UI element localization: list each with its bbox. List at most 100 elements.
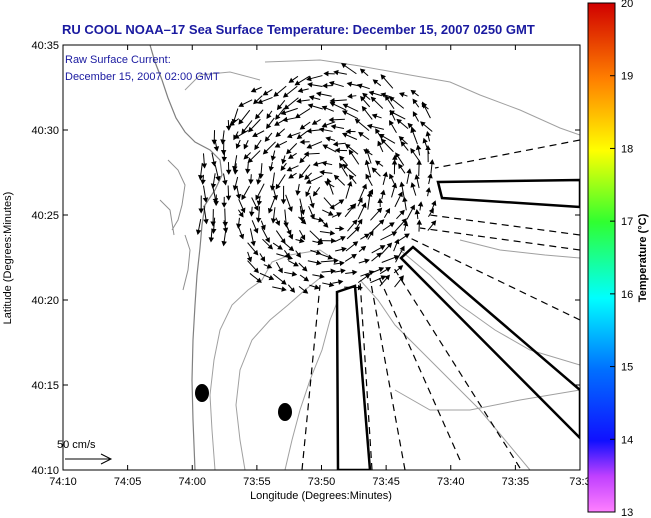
current-vector-head: [416, 159, 422, 165]
y-tick-label: 40:25: [31, 210, 59, 222]
current-vector-head: [309, 213, 315, 220]
current-vector-head: [253, 205, 259, 212]
current-vector-head: [288, 233, 294, 240]
current-vector-head: [400, 141, 406, 147]
y-tick-label: 40:30: [31, 125, 59, 137]
current-vector-head: [380, 189, 386, 196]
current-vector-head: [286, 133, 293, 139]
current-vector-head: [389, 222, 395, 228]
current-vector-head: [273, 91, 279, 97]
current-vector-head: [380, 92, 387, 98]
current-vector-head: [333, 69, 339, 76]
current-vector-head: [280, 199, 287, 205]
current-vector-head: [299, 139, 305, 145]
current-vector-head: [266, 263, 273, 269]
current-vector-head: [417, 201, 424, 207]
y-tick-label: 40:10: [31, 465, 59, 477]
current-vector-head: [296, 133, 303, 140]
current-vector-head: [380, 275, 387, 281]
current-vector-head: [339, 162, 345, 169]
current-vector-head: [341, 132, 348, 138]
current-vector-head: [321, 160, 327, 167]
current-vector-head: [198, 208, 204, 214]
current-vector-head: [250, 240, 256, 247]
x-tick-label: 74:00: [178, 476, 206, 488]
current-vector-head: [399, 181, 405, 187]
current-vector-head: [366, 191, 373, 197]
plot-area: [63, 45, 580, 470]
current-vector-head: [410, 89, 417, 96]
current-vector-head: [365, 173, 371, 180]
current-vector-head: [210, 183, 217, 189]
current-vector-head: [376, 252, 382, 258]
colorbar: [587, 2, 616, 513]
current-vector-head: [311, 119, 318, 125]
current-vector-head: [378, 266, 385, 273]
current-vector-head: [428, 208, 434, 214]
current-vector-head: [291, 271, 298, 277]
current-vector-head: [323, 70, 329, 77]
current-vector-head: [389, 119, 394, 126]
current-vector-head: [333, 258, 339, 264]
colorbar-tick-label: 19: [621, 71, 633, 83]
current-vector-head: [370, 96, 377, 103]
current-vector-head: [425, 130, 431, 137]
current-label: Raw Surface Current:: [65, 54, 171, 66]
current-vector-head: [294, 113, 301, 119]
current-vector-head: [378, 133, 385, 139]
x-tick-label: 73:3: [569, 476, 590, 488]
current-vector-head: [252, 249, 259, 256]
current-vector-head: [385, 267, 391, 273]
current-vector-head: [281, 158, 287, 165]
current-vector-head: [397, 191, 403, 198]
current-vector-head: [262, 148, 269, 155]
current-vector-head: [391, 159, 398, 165]
current-vector-head: [357, 284, 364, 291]
current-vector-head: [254, 113, 261, 120]
current-vector-head: [385, 208, 391, 214]
current-vector-head: [360, 245, 367, 252]
colorbar-tick-label: 14: [621, 434, 633, 446]
depth-contour: [264, 59, 580, 136]
current-vector-head: [334, 147, 340, 154]
current-vector-head: [240, 207, 246, 214]
chart-title: RU COOL NOAA–17 Sea Surface Temperature:…: [62, 22, 535, 37]
current-vector-head: [253, 267, 259, 274]
current-vector-head: [330, 268, 336, 275]
depth-contour: [459, 239, 580, 259]
current-vector-head: [389, 173, 395, 180]
current-vector-head: [288, 153, 294, 159]
current-vector-head: [412, 111, 418, 117]
current-vector-head: [361, 105, 368, 112]
current-vector-head: [236, 223, 242, 229]
depth-contour: [235, 277, 321, 470]
current-vector-head: [342, 103, 349, 109]
current-vector-head: [280, 279, 287, 285]
current-vector-head: [430, 220, 437, 226]
current-vector-head: [420, 121, 426, 127]
current-vector-head: [245, 168, 251, 175]
current-vector-head: [262, 90, 269, 96]
current-vector-head: [399, 245, 405, 252]
current-vector-head: [287, 206, 293, 212]
current-vector-head: [360, 95, 366, 102]
current-vector-head: [317, 239, 324, 246]
current-vector-head: [221, 240, 227, 247]
current-vector-head: [299, 157, 305, 164]
current-vector-head: [331, 238, 337, 244]
current-vector-head: [303, 151, 309, 157]
current-vector-head: [325, 136, 331, 142]
current-vector-head: [339, 225, 345, 232]
current-vector-head: [407, 122, 414, 129]
current-vector-head: [397, 265, 404, 271]
current-vector-head: [295, 190, 301, 196]
current-vector-head: [382, 171, 388, 178]
current-vector-head: [352, 241, 359, 247]
current-vector-head: [260, 224, 266, 231]
current-vector-head: [247, 157, 254, 164]
current-vector-head: [253, 98, 259, 105]
current-vector-head: [329, 97, 335, 104]
x-tick-label: 74:10: [49, 476, 77, 488]
current-vector-head: [294, 80, 301, 86]
current-vector-head: [377, 140, 383, 147]
